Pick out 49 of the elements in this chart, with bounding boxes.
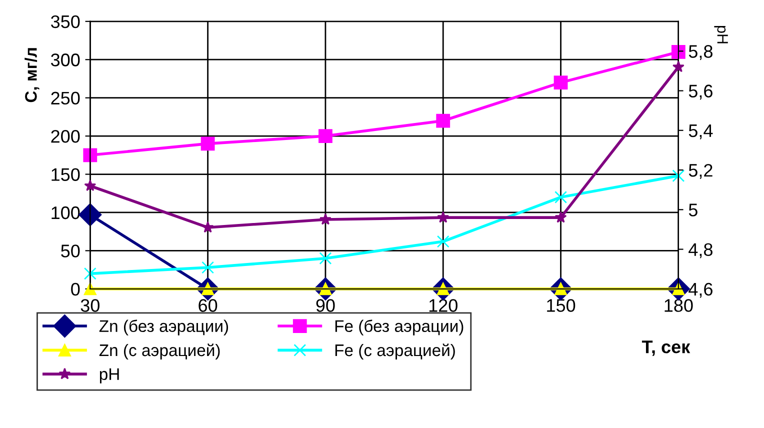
legend-label: pH bbox=[100, 368, 119, 384]
point bbox=[554, 190, 568, 204]
point bbox=[83, 148, 98, 162]
y-tick-label: 350 bbox=[50, 15, 80, 28]
y-tick-label: 0 bbox=[71, 282, 80, 296]
point bbox=[672, 60, 684, 72]
y2-tick-label: 5,4 bbox=[688, 124, 713, 140]
point bbox=[436, 114, 450, 128]
legend-label: Zn (без аэрации) bbox=[99, 320, 228, 336]
point bbox=[200, 136, 215, 151]
x-tick-label: 120 bbox=[429, 299, 458, 312]
y2-tick-label: 5,6 bbox=[688, 84, 712, 100]
point bbox=[672, 170, 685, 182]
x-tick-label: 60 bbox=[198, 299, 218, 312]
y2-tick-label: 4,8 bbox=[688, 243, 712, 258]
y-tick-label: 150 bbox=[52, 168, 80, 181]
point bbox=[554, 76, 568, 90]
point bbox=[554, 211, 567, 223]
y-tick-label: 50 bbox=[61, 244, 80, 258]
y2-axis-title: pH bbox=[714, 26, 728, 44]
point bbox=[319, 213, 332, 225]
point bbox=[84, 180, 96, 192]
point bbox=[84, 282, 96, 296]
y-tick-label: 300 bbox=[50, 54, 80, 66]
point bbox=[671, 45, 686, 59]
y2-tick-label: 5,8 bbox=[688, 45, 712, 60]
y2-tick-label: 5 bbox=[688, 204, 698, 216]
legend-label: Fe (с аэрацией) bbox=[335, 344, 455, 360]
point bbox=[319, 252, 332, 265]
y-tick-label: 250 bbox=[51, 92, 80, 105]
point bbox=[78, 203, 102, 226]
point bbox=[436, 235, 450, 248]
x-tick-label: 90 bbox=[316, 299, 335, 312]
x-tick-label: 180 bbox=[664, 299, 693, 312]
legend-label: Fe (без аэрации) bbox=[335, 320, 464, 336]
point bbox=[437, 211, 450, 223]
point bbox=[84, 267, 96, 280]
x-axis-title: Т, сек bbox=[642, 340, 690, 356]
point bbox=[318, 129, 332, 143]
y2-tick-label: 5,2 bbox=[688, 164, 712, 179]
legend-label: Zn (с аэрацией) bbox=[99, 344, 220, 360]
y-tick-label: 200 bbox=[51, 130, 80, 143]
y-axis-title: С, мг/л bbox=[24, 48, 40, 102]
y-tick-label: 100 bbox=[52, 206, 80, 220]
x-tick-label: 150 bbox=[547, 299, 576, 312]
x-tick-label: 30 bbox=[80, 299, 100, 312]
y2-tick-label: 4,6 bbox=[688, 282, 712, 298]
point bbox=[202, 221, 214, 233]
point bbox=[202, 261, 214, 274]
